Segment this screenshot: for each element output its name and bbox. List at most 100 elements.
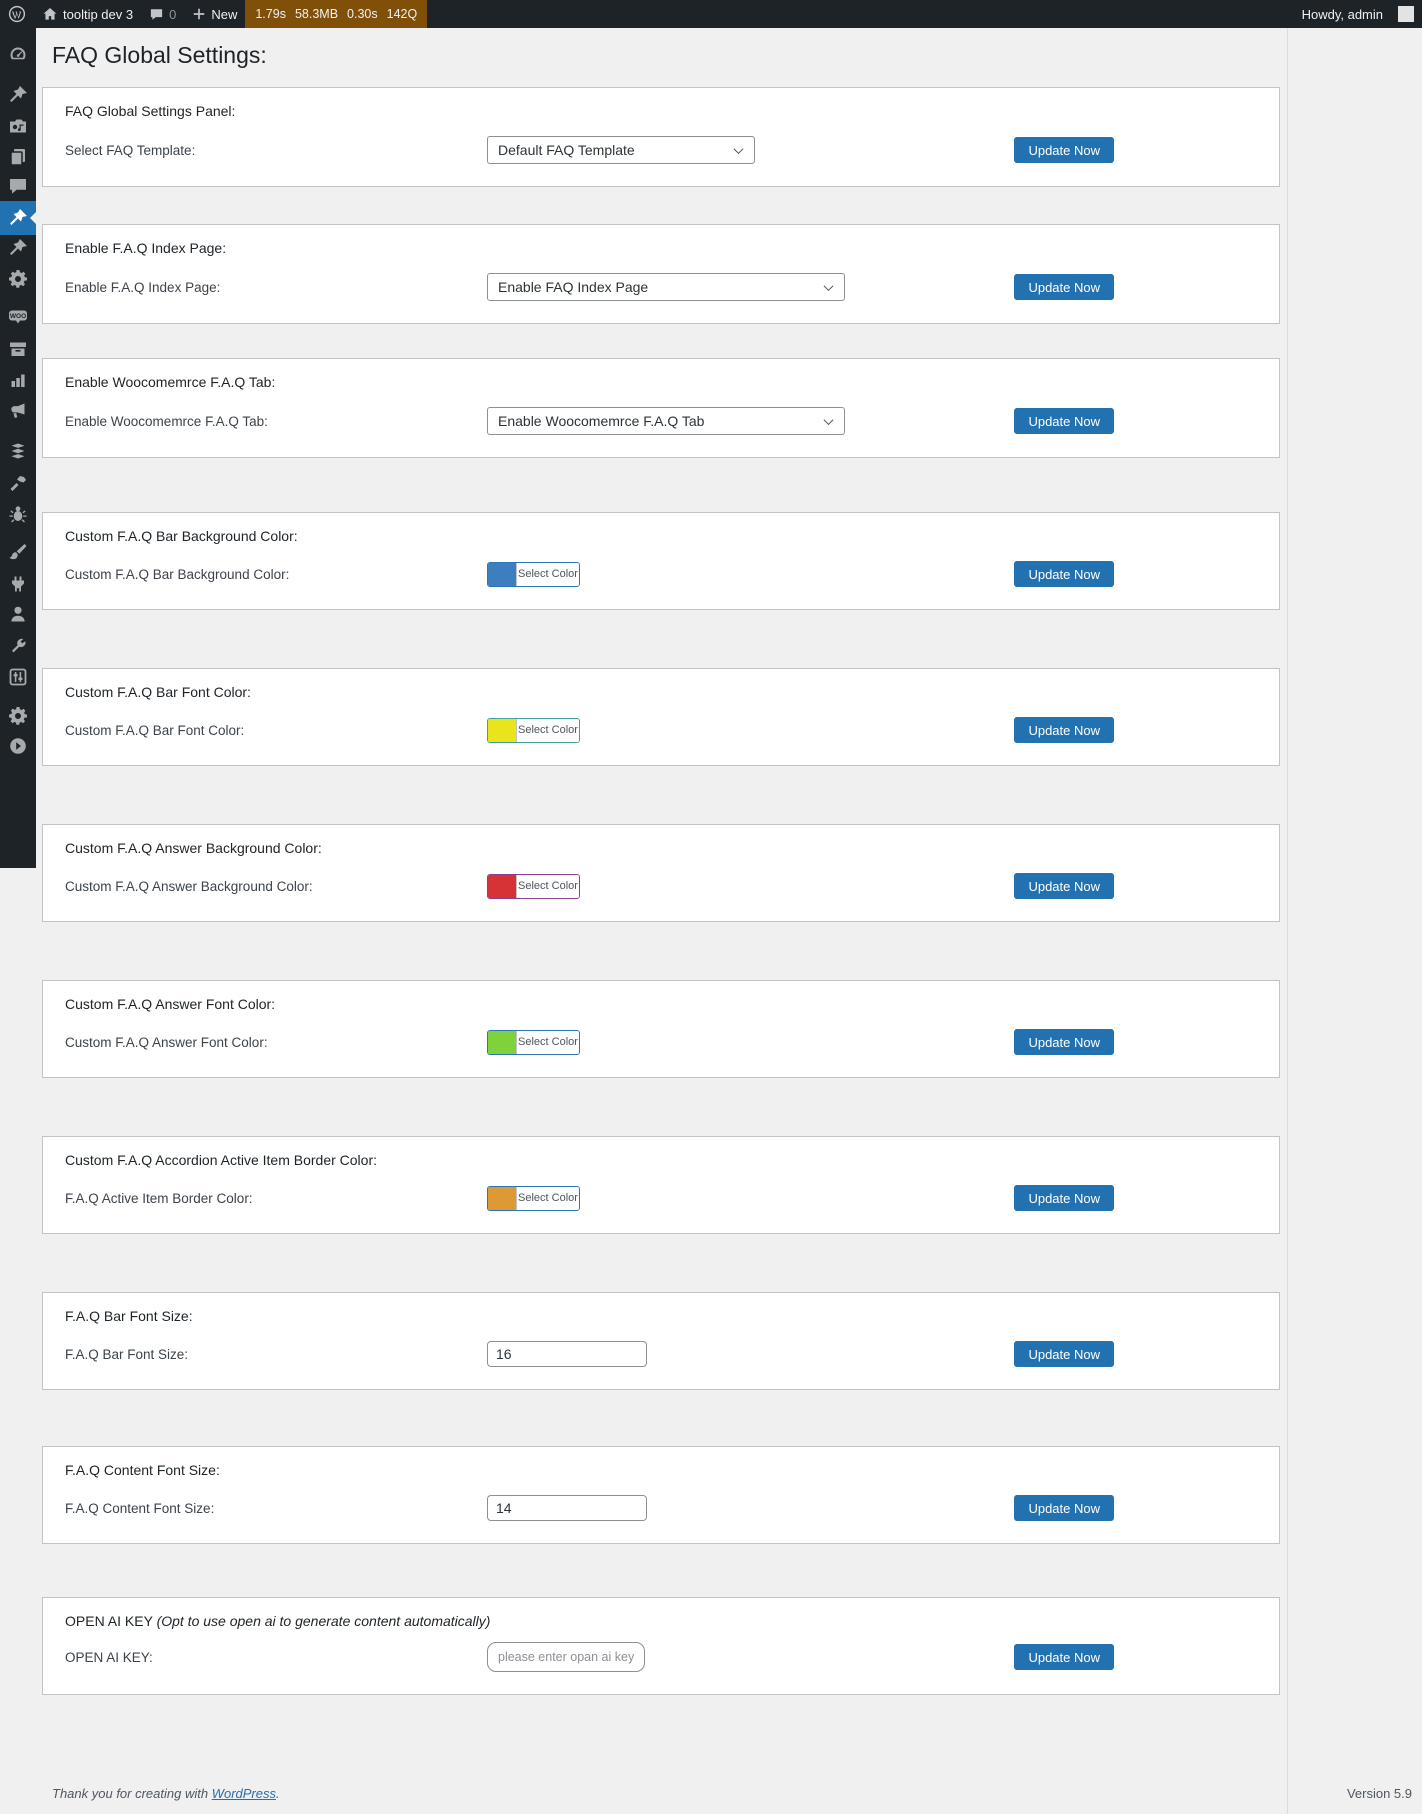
sidebar-item-analytics[interactable] xyxy=(0,363,36,397)
sidebar-item-marketing[interactable] xyxy=(0,394,36,428)
color-picker-button[interactable]: Select Color xyxy=(487,873,580,899)
sidebar-item-faq-plugin-active[interactable] xyxy=(0,201,36,235)
color-swatch xyxy=(488,1030,516,1054)
color-swatch xyxy=(488,718,516,742)
qm-page-time: 1.79s xyxy=(255,7,286,21)
admin-bar: tooltip dev 3 0 New 1.79s 58.3MB 0.30s 1… xyxy=(0,0,1422,28)
sidebar-item-bug[interactable] xyxy=(0,497,36,531)
sidebar-item-layers[interactable] xyxy=(0,434,36,468)
color-swatch xyxy=(488,1186,516,1210)
enable-index-page-select[interactable]: Enable FAQ Index Page xyxy=(487,273,845,301)
wordpress-link[interactable]: WordPress xyxy=(211,1786,276,1801)
wordpress-logo-menu[interactable] xyxy=(0,0,34,28)
color-picker-button[interactable]: Select Color xyxy=(487,1185,580,1211)
sidebar-item-tools-hammer[interactable] xyxy=(0,466,36,500)
sidebar-item-plugin-settings[interactable] xyxy=(0,699,36,733)
sidebar-item-media[interactable] xyxy=(0,110,36,144)
comment-count: 0 xyxy=(169,6,177,22)
field-label: Custom F.A.Q Answer Background Color: xyxy=(65,878,313,894)
select-value: Default FAQ Template xyxy=(498,142,635,158)
openai-key-input[interactable] xyxy=(487,1642,645,1672)
color-picker-button[interactable]: Select Color xyxy=(487,1029,580,1055)
comments-icon xyxy=(10,179,26,194)
update-now-button[interactable]: Update Now xyxy=(1014,1644,1114,1670)
update-now-button[interactable]: Update Now xyxy=(1014,408,1114,434)
content-font-size-input[interactable] xyxy=(487,1495,647,1521)
new-content-menu[interactable]: New xyxy=(184,0,245,28)
faq-template-select[interactable]: Default FAQ Template xyxy=(487,136,755,164)
color-swatch xyxy=(488,874,516,898)
sidebar-item-settings-gear[interactable] xyxy=(0,262,36,296)
bar-chart-icon xyxy=(11,374,25,387)
pages-icon xyxy=(10,149,25,166)
footer-thanks-text: Thank you for creating with xyxy=(52,1786,212,1801)
update-now-button[interactable]: Update Now xyxy=(1014,1341,1114,1367)
color-swatch xyxy=(488,562,516,586)
sidebar-item-collapse-menu[interactable] xyxy=(0,729,36,763)
sidebar-item-comments[interactable] xyxy=(0,169,36,203)
sidebar-item-dashboard[interactable] xyxy=(0,37,36,71)
collapse-menu-icon xyxy=(10,738,26,754)
new-label: New xyxy=(211,6,238,22)
panel-answer-font-color: Custom F.A.Q Answer Font Color: Custom F… xyxy=(42,980,1280,1078)
openai-title-note: (Opt to use open ai to generate content … xyxy=(156,1613,491,1629)
panel-bar-font-color: Custom F.A.Q Bar Font Color: Custom F.A.… xyxy=(42,668,1280,766)
field-label: Custom F.A.Q Bar Font Color: xyxy=(65,722,245,738)
wrench-icon xyxy=(11,638,26,653)
user-icon xyxy=(11,606,25,622)
field-label: F.A.Q Active Item Border Color: xyxy=(65,1190,253,1206)
panel-title: Custom F.A.Q Accordion Active Item Borde… xyxy=(65,1152,378,1168)
paintbrush-icon xyxy=(9,544,27,560)
update-now-button[interactable]: Update Now xyxy=(1014,717,1114,743)
color-picker-button[interactable]: Select Color xyxy=(487,561,580,587)
sidebar-item-posts[interactable] xyxy=(0,78,36,112)
update-now-button[interactable]: Update Now xyxy=(1014,137,1114,163)
sidebar-item-plugins[interactable] xyxy=(0,567,36,601)
field-label: Enable F.A.Q Index Page: xyxy=(65,279,221,295)
update-now-button[interactable]: Update Now xyxy=(1014,1029,1114,1055)
chevron-down-icon xyxy=(823,414,834,425)
layers-icon xyxy=(11,443,25,459)
gear-icon xyxy=(8,269,28,289)
site-name: tooltip dev 3 xyxy=(63,6,134,22)
update-now-button[interactable]: Update Now xyxy=(1014,274,1114,300)
sidebar-item-users[interactable] xyxy=(0,597,36,631)
select-color-label: Select Color xyxy=(516,718,579,742)
color-picker-button[interactable]: Select Color xyxy=(487,717,580,743)
sidebar-item-pages[interactable] xyxy=(0,140,36,174)
site-name-menu[interactable]: tooltip dev 3 xyxy=(34,0,141,28)
gear-icon xyxy=(8,706,28,726)
megaphone-icon xyxy=(11,403,25,418)
select-color-label: Select Color xyxy=(516,1186,579,1210)
sidebar-item-options[interactable] xyxy=(0,660,36,694)
bar-font-size-input[interactable] xyxy=(487,1341,647,1367)
update-now-button[interactable]: Update Now xyxy=(1014,1495,1114,1521)
update-now-button[interactable]: Update Now xyxy=(1014,561,1114,587)
qm-query-count: 142Q xyxy=(386,7,418,21)
dashboard-icon xyxy=(10,47,26,60)
sidebar-item-woocommerce[interactable]: WOO xyxy=(0,299,36,333)
update-now-button[interactable]: Update Now xyxy=(1014,873,1114,899)
field-label: OPEN AI KEY: xyxy=(65,1649,153,1665)
sidebar-item-pin-plugin[interactable] xyxy=(0,231,36,265)
field-label: F.A.Q Bar Font Size: xyxy=(65,1346,189,1362)
sidebar-item-inventory[interactable] xyxy=(0,332,36,366)
panel-title: F.A.Q Bar Font Size: xyxy=(65,1308,193,1324)
select-color-label: Select Color xyxy=(516,562,579,586)
panel-enable-woocommerce-tab: Enable Woocomemrce F.A.Q Tab: Enable Woo… xyxy=(42,358,1280,458)
update-now-button[interactable]: Update Now xyxy=(1014,1185,1114,1211)
qm-memory: 58.3MB xyxy=(294,7,339,21)
sidebar-item-tools[interactable] xyxy=(0,629,36,663)
content-right-divider xyxy=(1287,28,1288,1814)
main-content: FAQ Global Settings: FAQ Global Settings… xyxy=(42,28,1280,1695)
comments-menu[interactable]: 0 xyxy=(141,0,184,28)
enable-woocommerce-tab-select[interactable]: Enable Woocomemrce F.A.Q Tab xyxy=(487,407,845,435)
faq-pushpin-icon xyxy=(8,208,28,228)
select-value: Enable FAQ Index Page xyxy=(498,279,649,295)
panel-bar-background-color: Custom F.A.Q Bar Background Color: Custo… xyxy=(42,512,1280,610)
comment-bubble-icon xyxy=(150,8,163,20)
sidebar-item-appearance[interactable] xyxy=(0,535,36,569)
howdy-account-menu[interactable]: Howdy, admin xyxy=(1301,6,1383,22)
query-monitor-menu[interactable]: 1.79s 58.3MB 0.30s 142Q xyxy=(245,0,428,28)
avatar[interactable] xyxy=(1398,6,1414,22)
